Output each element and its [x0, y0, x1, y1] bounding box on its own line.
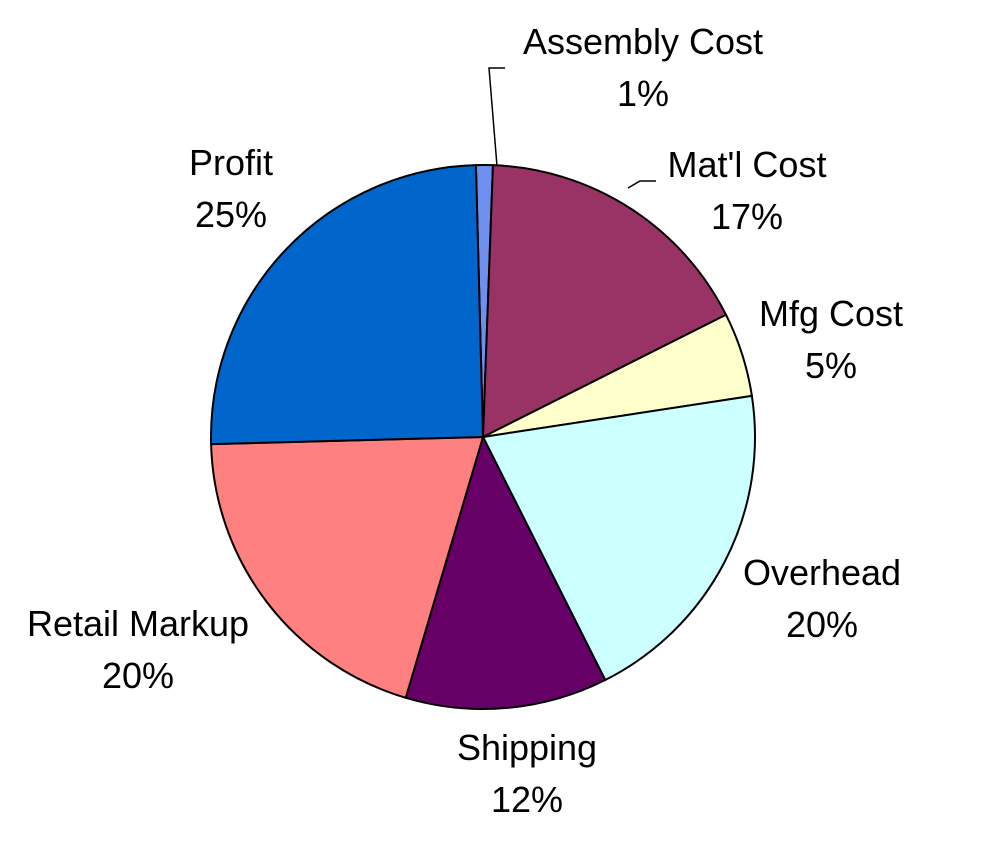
slice-labels: Assembly Cost 1% Mat'l Cost 17% Mfg Cost 5% Ov…: [27, 21, 903, 820]
slice-value-shipping: 12%: [491, 779, 563, 820]
slice-value-overhead: 20%: [786, 604, 858, 645]
pie-slice-profit: [210, 164, 485, 446]
leader-lines: [488, 67, 656, 189]
pie-slices: [210, 164, 756, 710]
pie-slice-shipping: [404, 434, 607, 710]
slice-label-assembly-cost: Assembly Cost: [523, 21, 763, 62]
slice-value-mat-l-cost: 17%: [711, 196, 783, 237]
slice-value-profit: 25%: [195, 194, 267, 235]
slice-label-overhead: Overhead: [743, 552, 901, 593]
slice-value-mfg-cost: 5%: [805, 345, 857, 386]
slice-label-retail-markup: Retail Markup: [27, 603, 249, 644]
leader-line-mat-l-cost: [627, 180, 656, 189]
slice-value-assembly-cost: 1%: [617, 73, 669, 114]
pie-slice-overhead: [481, 394, 756, 682]
pie-slice-retail-markup: [210, 435, 485, 700]
leader-line-assembly-cost: [488, 67, 505, 167]
slice-label-shipping: Shipping: [457, 727, 597, 768]
slice-value-retail-markup: 20%: [102, 655, 174, 696]
slice-label-mfg-cost: Mfg Cost: [759, 293, 903, 334]
pie-slice-mat-l-cost: [481, 164, 728, 439]
slice-label-mat-l-cost: Mat'l Cost: [668, 144, 827, 185]
slice-label-profit: Profit: [189, 142, 273, 183]
